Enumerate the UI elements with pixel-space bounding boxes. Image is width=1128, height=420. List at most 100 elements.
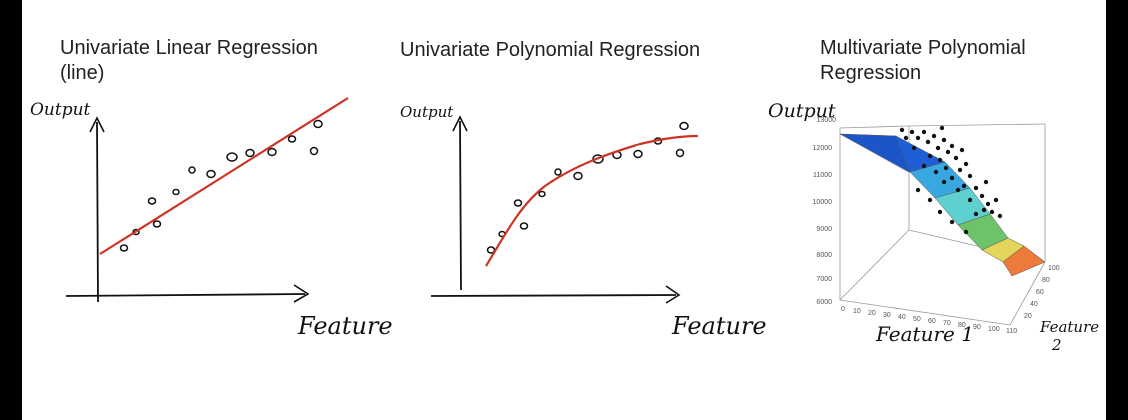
- scatter-point: [949, 219, 955, 225]
- panel2-xlabel: Feature: [672, 312, 767, 340]
- data-point: [538, 190, 546, 198]
- left-border: [0, 0, 22, 420]
- data-point: [147, 197, 157, 205]
- scatter-point: [899, 127, 905, 133]
- scatter-point: [949, 175, 955, 181]
- right-border: [1106, 0, 1128, 420]
- panel2-y-axis: [459, 120, 462, 291]
- data-point: [313, 119, 323, 129]
- data-point: [675, 148, 685, 158]
- panel2-title: Univariate Polynomial Regression: [400, 38, 700, 63]
- data-point: [119, 244, 129, 252]
- panel3-xlabel: Feature 1: [876, 322, 974, 346]
- scatter-point: [955, 187, 961, 193]
- z-tick-label: 80: [1042, 277, 1050, 284]
- data-point: [245, 148, 255, 158]
- data-point: [679, 121, 689, 131]
- panel3-zlabel: Feature 2: [1040, 318, 1099, 354]
- z-tick-label: 20: [1024, 313, 1032, 320]
- panel1-plot: [65, 97, 349, 303]
- data-point: [592, 154, 604, 164]
- y-tick-label: 12000: [813, 145, 833, 152]
- data-point: [172, 188, 180, 196]
- panel1-title-line2: (line): [60, 62, 105, 84]
- data-point: [226, 152, 238, 162]
- scatter-point: [973, 211, 979, 217]
- y-tick-label: 6000: [816, 299, 832, 306]
- panel3-z-ticks: 20 40 60 80 100: [1024, 265, 1060, 320]
- x-tick-label: 70: [943, 320, 951, 327]
- scatter-point: [921, 163, 927, 169]
- data-point: [554, 168, 562, 176]
- scatter-point: [931, 133, 937, 139]
- panel3-title: Multivariate Polynomial Regression: [820, 36, 1026, 86]
- data-point: [267, 147, 277, 157]
- x-tick-label: 80: [958, 322, 966, 329]
- scatter-point: [933, 169, 939, 175]
- scatter-point: [963, 161, 969, 167]
- x-tick-label: 110: [1006, 328, 1017, 335]
- data-point: [633, 149, 643, 159]
- scatter-point: [943, 165, 949, 171]
- scatter-point: [961, 183, 967, 189]
- panel1-fit-line: [99, 97, 349, 255]
- panel1-y-arrowhead: [89, 116, 105, 133]
- scatter-point: [903, 135, 909, 141]
- x-tick-label: 30: [883, 312, 891, 319]
- scatter-point: [915, 135, 921, 141]
- scatter-point: [941, 179, 947, 185]
- z-tick-label: 60: [1036, 289, 1044, 296]
- scatter-point: [997, 213, 1003, 219]
- data-point: [152, 220, 162, 228]
- panel1-title-line1: Univariate Linear Regression: [60, 37, 318, 59]
- scatter-point: [983, 179, 989, 185]
- scatter-point: [959, 147, 965, 153]
- scatter-point: [953, 155, 959, 161]
- y-tick-label: 8000: [816, 252, 832, 259]
- data-point: [519, 222, 529, 230]
- scatter-point: [973, 185, 979, 191]
- scatter-point: [949, 143, 955, 149]
- data-point: [573, 171, 583, 181]
- panel1-ylabel: Output: [30, 100, 91, 120]
- x-tick-label: 40: [898, 314, 906, 321]
- scatter-point: [985, 201, 991, 207]
- panel2-y-arrowhead: [452, 115, 468, 132]
- panel3-y-ticks: 13000 12000 11000 10000 9000 8000 7000 6…: [813, 117, 837, 306]
- scatter-point: [921, 129, 927, 135]
- panel3-zlabel-line2: 2: [1052, 336, 1062, 354]
- y-tick-label: 10000: [813, 199, 833, 206]
- scatter-point: [935, 145, 941, 151]
- scatter-point: [927, 197, 933, 203]
- panel2-x-axis: [430, 294, 677, 297]
- x-tick-label: 0: [841, 306, 845, 313]
- panel1-x-axis: [65, 293, 306, 297]
- data-point: [206, 169, 216, 179]
- x-tick-label: 10: [853, 308, 861, 315]
- scatter-point: [981, 207, 987, 213]
- y-tick-label: 7000: [816, 276, 832, 283]
- panel2-title-line1: Univariate Polynomial Regression: [400, 39, 701, 61]
- panel1-y-axis: [96, 121, 99, 303]
- scatter-point: [945, 149, 951, 155]
- surface-band-orange: [1002, 245, 1046, 277]
- panel2-x-arrowhead: [665, 285, 681, 304]
- scatter-point: [957, 167, 963, 173]
- scatter-point: [989, 209, 995, 215]
- x-tick-label: 90: [973, 324, 981, 331]
- scatter-point: [967, 173, 973, 179]
- scatter-point: [941, 137, 947, 143]
- panel3-plot: 13000 12000 11000 10000 9000 8000 7000 6…: [813, 117, 1060, 335]
- panel3-x-ticks: 0 10 20 30 40 50 60 70 80 90 100 110: [841, 306, 1017, 335]
- y-tick-label: 9000: [816, 226, 832, 233]
- panel2-fit-curve: [485, 134, 699, 267]
- scatter-point: [993, 197, 999, 203]
- y-tick-label: 11000: [813, 172, 832, 179]
- panel3-zlabel-line1: Feature: [1040, 318, 1100, 336]
- data-point: [309, 146, 319, 156]
- surface-band-top-left: [839, 133, 911, 173]
- x-tick-label: 60: [928, 318, 936, 325]
- panel1-data-points: [119, 119, 323, 252]
